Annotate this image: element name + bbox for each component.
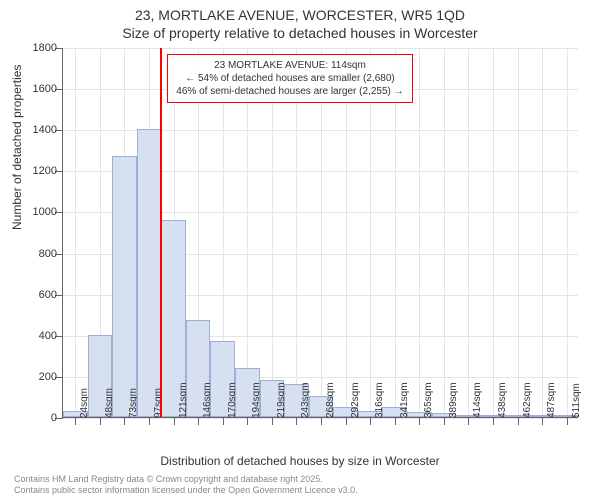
x-tick-label: 389sqm (448, 382, 459, 418)
x-tick (124, 417, 125, 425)
x-tick-label: 487sqm (546, 382, 557, 418)
x-tick-label: 414sqm (472, 382, 483, 418)
x-tick (174, 417, 175, 425)
x-tick-label: 438sqm (497, 382, 508, 418)
histogram-bar (137, 129, 162, 417)
annotation-box: 23 MORTLAKE AVENUE: 114sqm ← 54% of deta… (167, 54, 412, 103)
x-axis-label: Distribution of detached houses by size … (0, 454, 600, 468)
x-tick (321, 417, 322, 425)
annotation-line-3: 46% of semi-detached houses are larger (… (176, 85, 403, 98)
reference-line (160, 48, 162, 417)
footer-line-1: Contains HM Land Registry data © Crown c… (14, 474, 358, 485)
x-tick (518, 417, 519, 425)
x-tick (444, 417, 445, 425)
plot-area: 02004006008001000120014001600180024sqm48… (62, 48, 578, 418)
title-line-1: 23, MORTLAKE AVENUE, WORCESTER, WR5 1QD (0, 6, 600, 24)
y-tick-label: 200 (17, 371, 57, 383)
footer-note: Contains HM Land Registry data © Crown c… (14, 474, 358, 497)
x-tick (296, 417, 297, 425)
annotation-line-2: ← 54% of detached houses are smaller (2,… (176, 72, 403, 85)
gridline-v (321, 48, 322, 417)
gridline-v (346, 48, 347, 417)
x-tick (272, 417, 273, 425)
gridline-v (247, 48, 248, 417)
x-tick (247, 417, 248, 425)
x-tick (567, 417, 568, 425)
y-tick-label: 0 (17, 412, 57, 424)
gridline-v (75, 48, 76, 417)
x-tick (493, 417, 494, 425)
x-tick (100, 417, 101, 425)
annotation-line-1: 23 MORTLAKE AVENUE: 114sqm (176, 59, 403, 72)
footer-line-2: Contains public sector information licen… (14, 485, 358, 496)
gridline-v (370, 48, 371, 417)
gridline-v (518, 48, 519, 417)
chart-title-block: 23, MORTLAKE AVENUE, WORCESTER, WR5 1QD … (0, 0, 600, 42)
x-tick (75, 417, 76, 425)
x-tick (542, 417, 543, 425)
y-tick-label: 1000 (17, 206, 57, 218)
chart-container: 23, MORTLAKE AVENUE, WORCESTER, WR5 1QD … (0, 0, 600, 500)
x-tick (468, 417, 469, 425)
gridline-v (272, 48, 273, 417)
gridline-v (493, 48, 494, 417)
y-tick-label: 1600 (17, 83, 57, 95)
gridline-v (567, 48, 568, 417)
x-tick (395, 417, 396, 425)
gridline-v (468, 48, 469, 417)
x-tick (198, 417, 199, 425)
x-tick (370, 417, 371, 425)
y-tick-label: 800 (17, 248, 57, 260)
gridline-v (419, 48, 420, 417)
gridline-v (542, 48, 543, 417)
gridline-v (444, 48, 445, 417)
y-tick-label: 1800 (17, 42, 57, 54)
histogram-bar (112, 156, 137, 417)
y-tick-label: 400 (17, 330, 57, 342)
x-tick (419, 417, 420, 425)
x-tick-label: 511sqm (571, 383, 582, 418)
gridline-v (395, 48, 396, 417)
gridline-v (296, 48, 297, 417)
y-tick-label: 1400 (17, 124, 57, 136)
x-tick-label: 462sqm (522, 382, 533, 418)
x-tick (223, 417, 224, 425)
y-tick-label: 600 (17, 289, 57, 301)
y-tick-label: 1200 (17, 165, 57, 177)
x-tick (346, 417, 347, 425)
title-line-2: Size of property relative to detached ho… (0, 24, 600, 42)
x-tick (149, 417, 150, 425)
